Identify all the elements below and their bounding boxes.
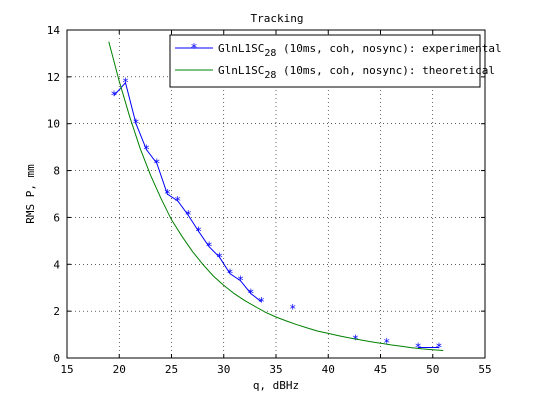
data-point-marker: * xyxy=(216,250,223,264)
legend: * GlnL1SC28 (10ms, coh, nosync): experim… xyxy=(169,34,502,88)
y-tick-label: 10 xyxy=(47,118,60,131)
y-tick-label: 4 xyxy=(53,258,60,271)
legend-box xyxy=(169,34,481,88)
y-tick-label: 6 xyxy=(53,211,60,224)
y-tick-label: 2 xyxy=(53,305,60,318)
x-tick-label: 35 xyxy=(269,363,282,376)
x-tick-label: 45 xyxy=(374,363,387,376)
data-point-marker: * xyxy=(206,240,213,254)
y-axis-label: RMS P, mm xyxy=(24,164,37,224)
data-point-marker: * xyxy=(174,194,181,208)
x-tick-label: 30 xyxy=(217,363,230,376)
data-point-marker: * xyxy=(132,117,139,131)
y-tick-label: 8 xyxy=(53,165,60,178)
data-point-marker: * xyxy=(153,157,160,171)
x-tick-label: 40 xyxy=(322,363,335,376)
data-point-marker: * xyxy=(195,224,202,238)
data-point-marker: * xyxy=(383,336,390,350)
y-tick-label: 0 xyxy=(53,352,60,365)
axis-ticks: 15 20 25 30 35 40 45 50 55 0 2 4 6 8 10 12 14 xyxy=(47,24,492,376)
series-line-0 xyxy=(113,81,262,303)
legend-label-experimental: GlnL1SC28 (10ms, coh, nosync): experimen… xyxy=(218,42,502,59)
data-point-marker: * xyxy=(143,142,150,156)
data-point-marker: * xyxy=(435,340,442,354)
data-point-marker: * xyxy=(110,89,117,103)
x-tick-label: 25 xyxy=(165,363,178,376)
x-tick-label: 50 xyxy=(426,363,439,376)
series-line-1 xyxy=(108,41,444,351)
data-point-marker: * xyxy=(258,295,265,309)
x-tick-label: 20 xyxy=(113,363,126,376)
x-tick-label: 15 xyxy=(60,363,73,376)
data-point-marker: * xyxy=(185,208,192,222)
legend-marker-experimental: * xyxy=(190,41,197,55)
x-tick-label: 55 xyxy=(478,363,491,376)
data-point-marker: * xyxy=(247,287,254,301)
data-point-marker: * xyxy=(289,302,296,316)
series-layer: ***************** * * * xyxy=(108,41,444,354)
y-tick-label: 12 xyxy=(47,71,60,84)
y-tick-label: 14 xyxy=(47,24,61,37)
chart-title: Tracking xyxy=(251,12,304,25)
data-point-marker: * xyxy=(237,274,244,288)
x-axis-label: q, dBHz xyxy=(253,379,299,392)
legend-label-theoretical: GlnL1SC28 (10ms, coh, nosync): theoretic… xyxy=(218,64,495,81)
data-point-marker: * xyxy=(164,187,171,201)
data-point-marker: * xyxy=(122,76,129,90)
data-point-marker: * xyxy=(226,267,233,281)
data-point-marker: * xyxy=(415,340,422,354)
